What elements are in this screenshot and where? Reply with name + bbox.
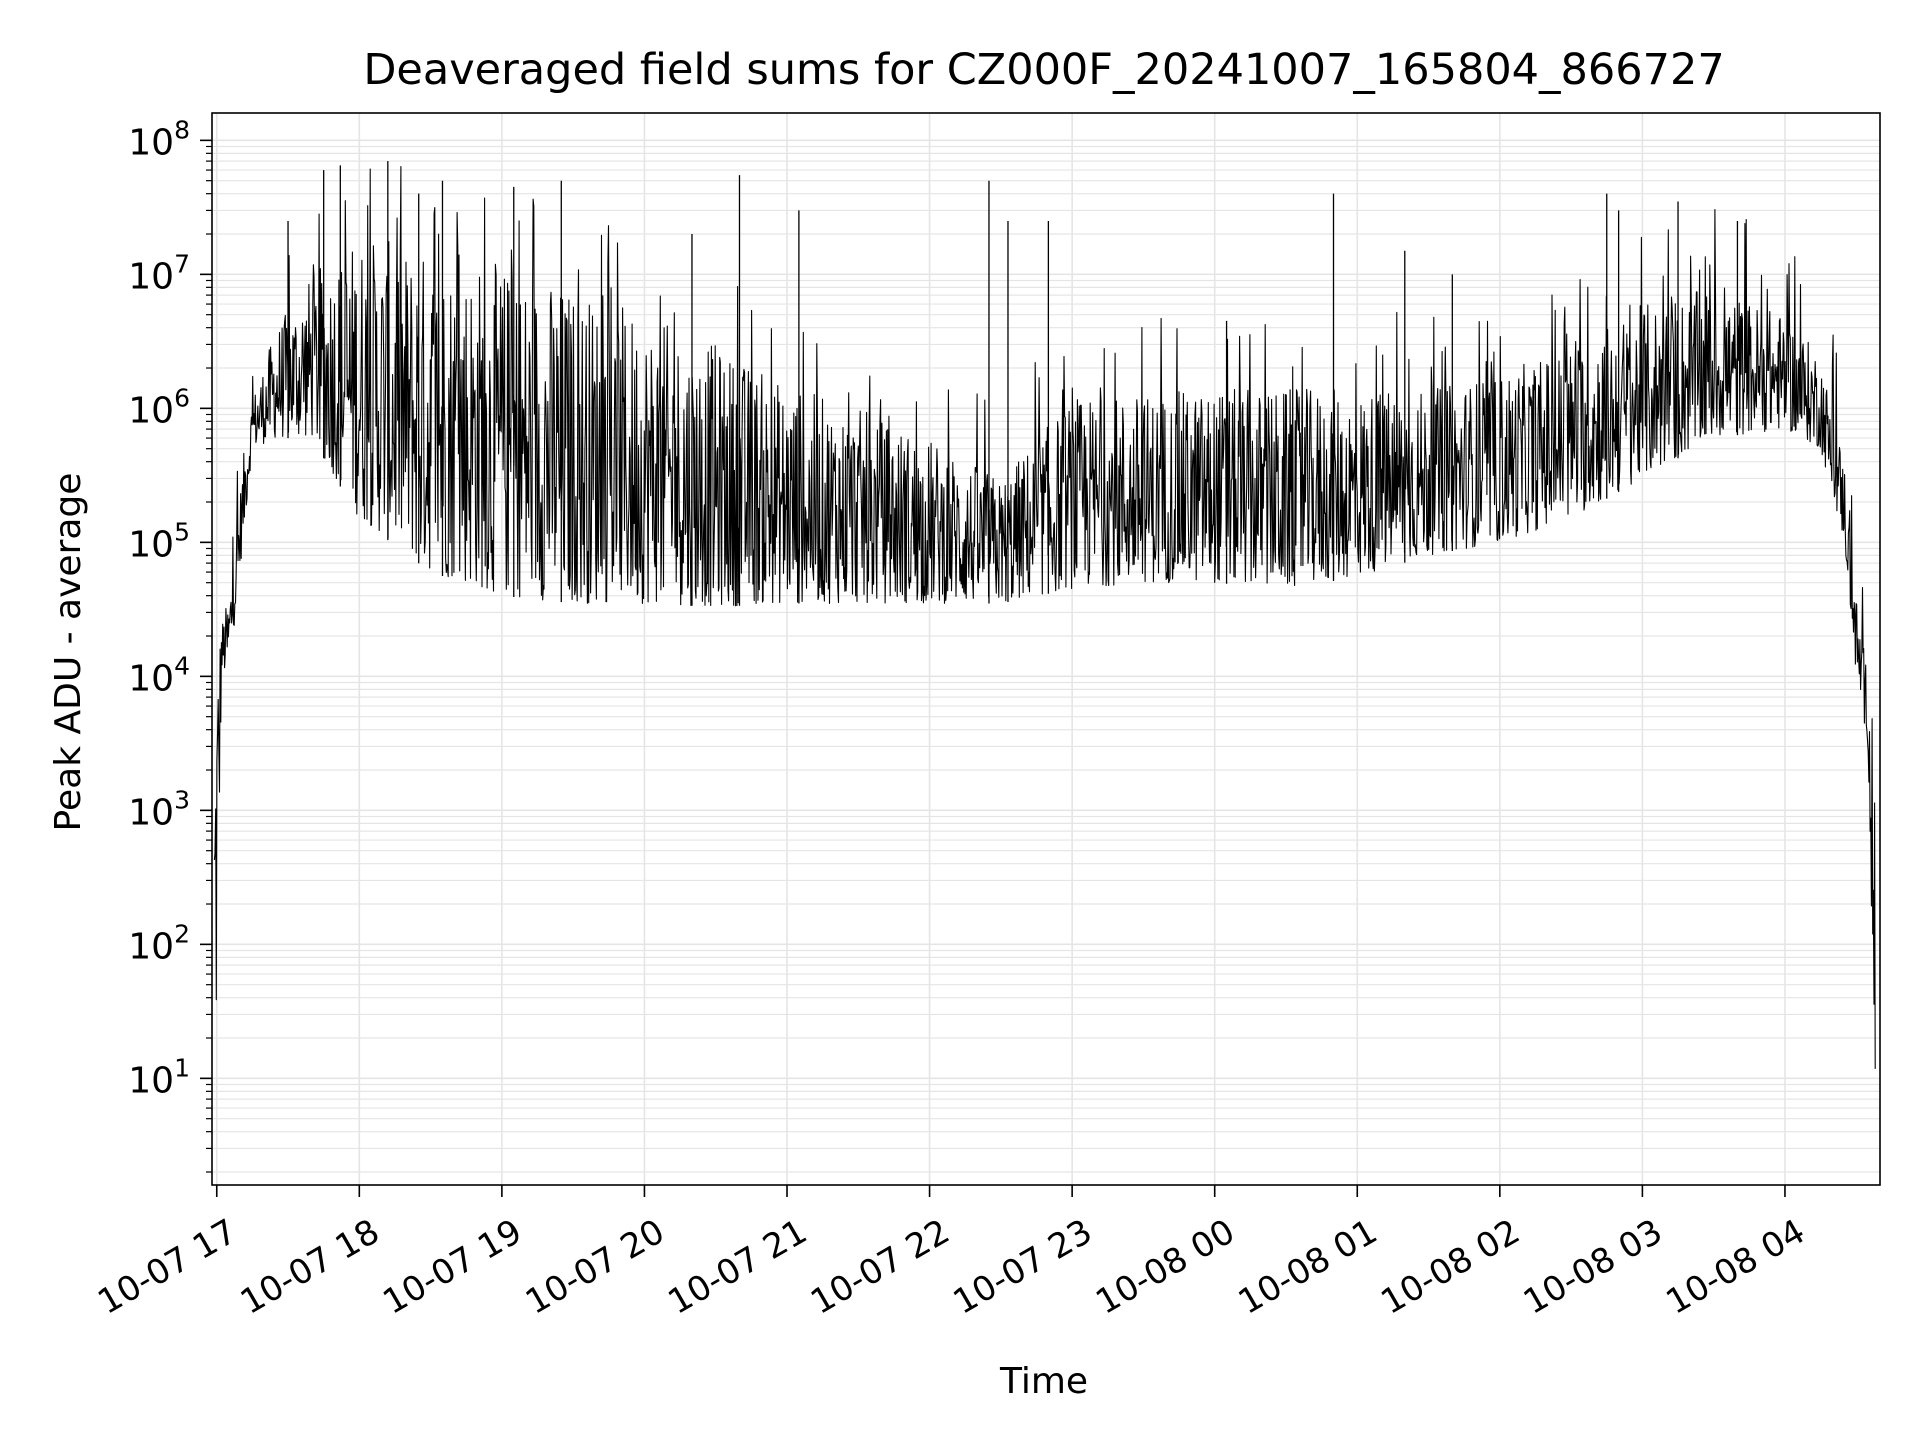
y-axis-label: Peak ADU - average [48,473,89,832]
y-tick-exponent: 6 [174,383,190,412]
y-tick-label: 103 [128,785,190,833]
y-tick-exponent: 7 [174,249,190,278]
y-tick-exponent: 3 [174,785,190,814]
y-tick-base: 10 [128,926,174,967]
y-tick-exponent: 1 [174,1053,190,1082]
y-tick-label: 101 [128,1053,190,1101]
y-tick-label: 107 [128,249,190,297]
y-tick-base: 10 [128,390,174,431]
y-tick-label: 108 [128,115,190,163]
y-tick-exponent: 8 [174,115,190,144]
y-tick-base: 10 [128,792,174,833]
series-line [213,161,1876,1069]
y-tick-exponent: 5 [174,517,190,546]
plot-frame [211,112,1881,1186]
y-tick-base: 10 [128,658,174,699]
y-tick-base: 10 [128,256,174,297]
y-tick-base: 10 [128,524,174,565]
y-tick-base: 10 [128,122,174,163]
series-trace [213,166,1876,1069]
y-tick-label: 106 [128,383,190,431]
x-axis-label: Time [999,1361,1088,1402]
y-tick-label: 104 [128,651,190,699]
y-tick-label: 102 [128,919,190,967]
grid [212,113,1880,1185]
y-tick-base: 10 [128,1060,174,1101]
y-tick-exponent: 2 [174,919,190,948]
y-tick-exponent: 4 [174,651,190,680]
y-tick-label: 105 [128,517,190,565]
chart-title: Deaveraged field sums for CZ000F_2024100… [363,45,1724,95]
